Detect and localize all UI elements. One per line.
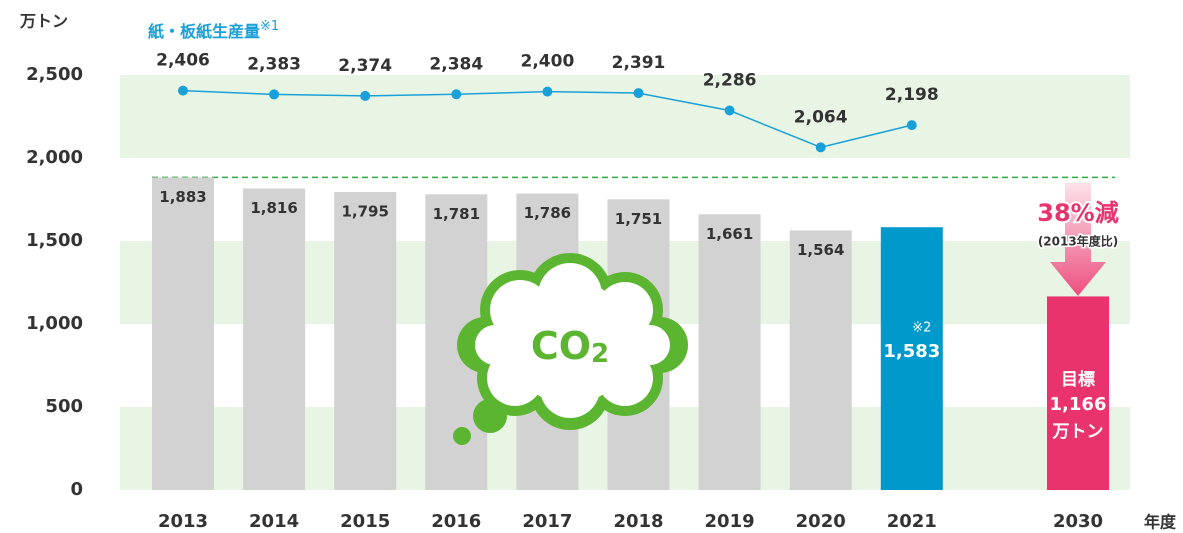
reduction-arrow — [1050, 183, 1106, 296]
bar — [152, 177, 214, 490]
series-note: ※1 — [260, 19, 279, 34]
cloud-bubble — [473, 399, 507, 433]
line-value-label: 2,400 — [521, 52, 575, 72]
bar-value-label: 1,781 — [433, 205, 480, 223]
target-label: 目標 — [1061, 369, 1095, 390]
y-tick-label: 0 — [70, 479, 83, 500]
line-value-label: 2,198 — [885, 85, 939, 105]
bar — [1047, 296, 1109, 490]
cloud-bubble — [453, 427, 471, 445]
line-point — [269, 89, 280, 100]
cloud-inner — [508, 280, 632, 404]
cloud-inner — [475, 325, 515, 365]
line-value-label: 2,064 — [794, 107, 848, 127]
line-value-label: 2,286 — [703, 71, 757, 91]
y-tick-label: 1,500 — [26, 230, 83, 251]
x-tick-label: 2014 — [249, 511, 299, 532]
y-tick-label: 2,500 — [26, 64, 83, 85]
band — [120, 75, 1130, 158]
reduction-basis: (2013年度比) — [1038, 234, 1118, 249]
cloud-text-sub: 2 — [591, 339, 609, 369]
x-tick-label: 2016 — [431, 511, 481, 532]
x-tick-label: 2021 — [887, 511, 937, 532]
series-name: 紙・板紙生産量※1 — [148, 19, 279, 41]
line-value-label: 2,383 — [247, 54, 301, 74]
bar-value-label: 1,786 — [524, 204, 571, 222]
line-point — [360, 90, 371, 101]
bar-value-label: 1,583 — [883, 341, 940, 362]
x-tick-label: 2015 — [340, 511, 390, 532]
y-tick-label: 1,000 — [26, 313, 83, 334]
bar — [789, 230, 852, 490]
bar — [880, 227, 943, 491]
target-unit: 万トン — [1052, 422, 1104, 442]
bar-value-label: 1,166 — [1050, 394, 1107, 415]
x-tick-label: 2013 — [158, 511, 208, 532]
line-point — [451, 89, 462, 100]
cloud-text-main: CO — [531, 324, 591, 368]
bar-value-label: 1,883 — [159, 188, 206, 206]
co2-cloud — [457, 253, 688, 430]
x-label: 年度 — [1144, 513, 1177, 532]
line-value-label: 2,384 — [429, 54, 483, 74]
cloud-text: CO2 — [531, 324, 609, 369]
line-point — [633, 88, 644, 99]
bar-value-label: 1,795 — [341, 203, 388, 221]
line-point — [906, 120, 917, 131]
line-value-label: 2,391 — [612, 53, 666, 73]
line-point — [724, 105, 735, 116]
x-tick-label: 2030 — [1053, 511, 1103, 532]
y-tick-label: 2,000 — [26, 147, 83, 168]
x-tick-label: 2018 — [613, 511, 663, 532]
bar-value-label: 1,661 — [706, 225, 753, 243]
y-tick-label: 500 — [45, 396, 83, 417]
x-tick-label: 2017 — [522, 511, 572, 532]
line-point — [542, 86, 553, 97]
reduction: 38%減 — [1037, 199, 1118, 227]
x-tick-label: 2019 — [705, 511, 755, 532]
x-tick-label: 2020 — [796, 511, 846, 532]
bar-note: ※2 — [912, 321, 931, 336]
y-unit: 万トン — [19, 12, 68, 31]
line-value-label: 2,374 — [338, 56, 392, 76]
line-point — [815, 142, 826, 153]
bar-value-label: 1,751 — [615, 210, 662, 228]
bar — [698, 214, 761, 491]
bar-value-label: 1,564 — [797, 241, 844, 259]
series-name-text: 紙・板紙生産量 — [148, 22, 260, 41]
bar-value-label: 1,816 — [250, 199, 297, 217]
line-point — [178, 85, 188, 96]
line-value-label: 2,406 — [156, 51, 210, 71]
bar — [243, 188, 306, 490]
bar — [334, 192, 397, 490]
